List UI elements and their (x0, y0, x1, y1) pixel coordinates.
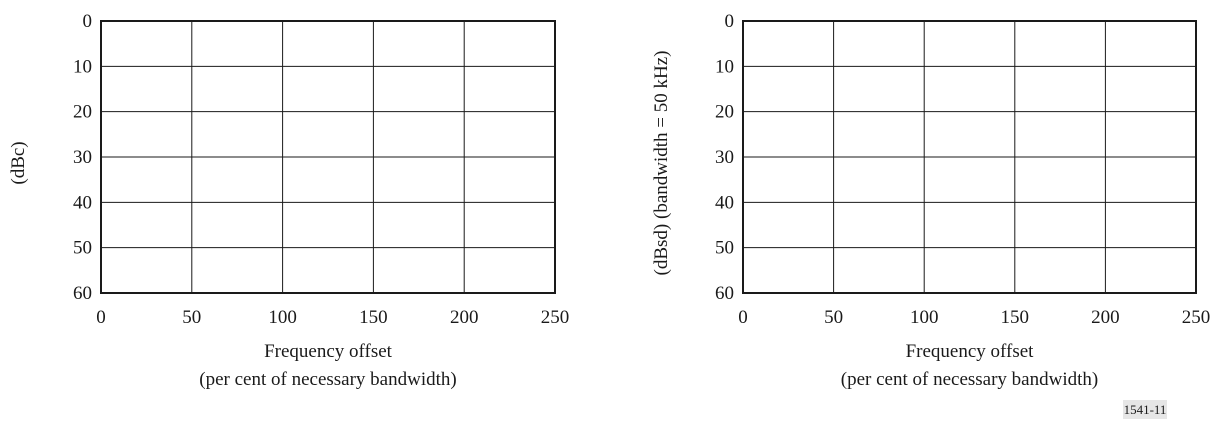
x-tick-label: 50 (182, 307, 201, 328)
y-tick-label: 40 (73, 192, 92, 213)
plot-frame (100, 20, 556, 294)
y-tick-label: 0 (83, 11, 93, 32)
y-axis-label: (dBsd) (bandwidth = 50 kHz) (651, 51, 672, 276)
plot-frame (742, 20, 1197, 294)
x-tick-label: 150 (359, 307, 388, 328)
x-tick-label: 250 (541, 307, 570, 328)
y-axis-label: (dBc) (8, 141, 29, 184)
y-tick-label: 30 (715, 147, 734, 168)
y-tick-label: 20 (715, 102, 734, 123)
x-tick-label: 250 (1182, 307, 1211, 328)
y-tick-label: 10 (73, 56, 92, 77)
y-tick-label: 0 (725, 11, 735, 32)
x-axis-label: Frequency offset (264, 341, 393, 362)
y-tick-label: 60 (715, 283, 734, 304)
x-tick-label: 0 (738, 307, 748, 328)
y-tick-label: 40 (715, 192, 734, 213)
x-tick-label: 200 (1091, 307, 1120, 328)
figure-id-label: 1541-11 (1123, 400, 1167, 419)
y-tick-label: 60 (73, 283, 92, 304)
x-axis-label-line2: (per cent of necessary bandwidth) (199, 369, 456, 390)
x-tick-label: 150 (1001, 307, 1030, 328)
y-tick-label: 10 (715, 56, 734, 77)
y-tick-label: 50 (73, 238, 92, 259)
x-tick-label: 0 (96, 307, 106, 328)
x-axis-label-line2: (per cent of necessary bandwidth) (841, 369, 1098, 390)
y-tick-label: 20 (73, 102, 92, 123)
x-tick-label: 200 (450, 307, 479, 328)
x-tick-label: 100 (910, 307, 939, 328)
x-tick-label: 50 (824, 307, 843, 328)
x-tick-label: 100 (268, 307, 297, 328)
y-tick-label: 30 (73, 147, 92, 168)
y-tick-label: 50 (715, 238, 734, 259)
x-axis-label: Frequency offset (906, 341, 1035, 362)
